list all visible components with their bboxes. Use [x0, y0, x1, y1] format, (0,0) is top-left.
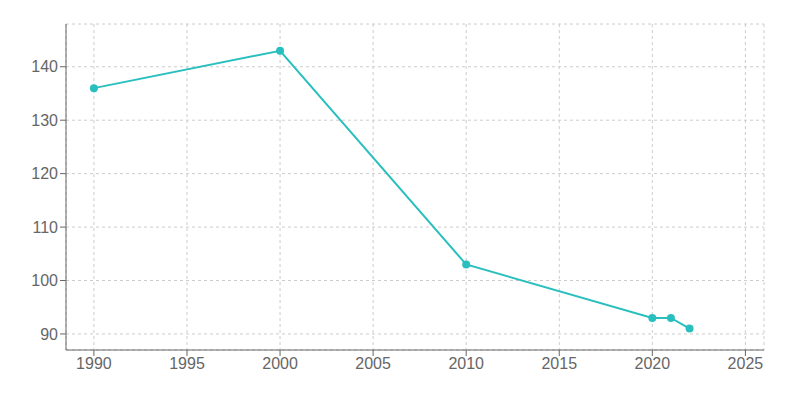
svg-text:130: 130 [31, 112, 58, 129]
svg-text:120: 120 [31, 165, 58, 182]
svg-text:1995: 1995 [169, 355, 205, 372]
svg-text:2000: 2000 [262, 355, 298, 372]
svg-text:2010: 2010 [448, 355, 484, 372]
svg-text:2020: 2020 [635, 355, 671, 372]
svg-text:2005: 2005 [355, 355, 391, 372]
svg-text:100: 100 [31, 272, 58, 289]
svg-text:1990: 1990 [76, 355, 112, 372]
svg-text:140: 140 [31, 58, 58, 75]
svg-text:2025: 2025 [728, 355, 764, 372]
svg-text:90: 90 [40, 326, 58, 343]
svg-text:110: 110 [32, 219, 58, 236]
svg-text:2015: 2015 [541, 355, 577, 372]
